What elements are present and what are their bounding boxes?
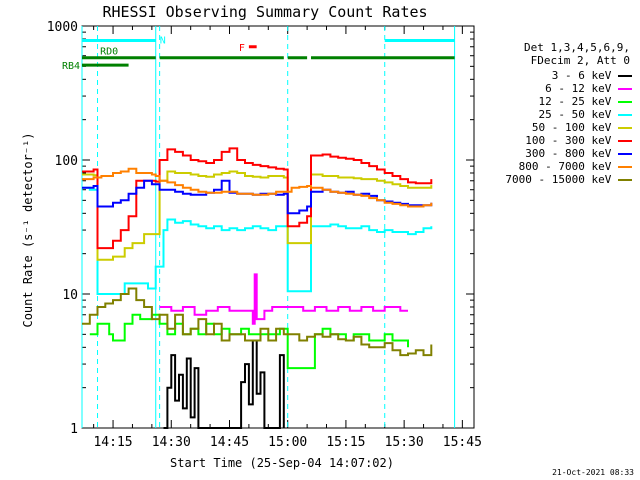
x-axis-label: Start Time (25-Sep-04 14:07:02) — [170, 456, 394, 470]
timestamp: 21-Oct-2021 08:33 — [552, 468, 634, 477]
series-line-4 — [82, 170, 433, 261]
x-tick-label: 14:15 — [93, 435, 132, 450]
legend-label: 12 - 25 keV — [538, 95, 618, 108]
legend-label: 50 - 100 keV — [531, 121, 618, 134]
legend-label: 25 - 50 keV — [538, 108, 618, 121]
legend-entry: 12 - 25 keV — [539, 96, 632, 108]
legend-swatch — [618, 153, 632, 155]
legend-label: 3 - 6 keV — [551, 69, 618, 82]
x-tick-label: 15:00 — [268, 435, 307, 450]
x-tick-label: 15:15 — [326, 435, 365, 450]
legend-entry: 7000 - 15000 keV — [505, 174, 632, 186]
tick-labels: 1 10 100 1000 14:15 14:30 14:45 15:00 15:15 15:30… — [47, 20, 482, 450]
legend-swatch — [618, 88, 632, 90]
series-line-1 — [159, 273, 408, 325]
legend-swatch — [618, 114, 632, 116]
series-group — [82, 147, 433, 429]
legend-entry: 50 - 100 keV — [532, 122, 632, 134]
y-tick-label: 10 — [62, 288, 78, 303]
flags-group: N F RD0 RB4 — [62, 35, 455, 72]
x-tick-label: 15:30 — [385, 435, 424, 450]
flag-label-f: F — [239, 43, 245, 54]
legend-swatch — [618, 101, 632, 103]
flag-label-n: N — [160, 35, 166, 46]
legend-title-line-1: Det 1,3,4,5,6,9, — [524, 41, 630, 54]
legend-swatch — [618, 75, 632, 77]
legend-entry: 300 - 800 keV — [525, 148, 632, 160]
y-tick-label: 1000 — [47, 20, 78, 35]
x-tick-label: 15:45 — [443, 435, 482, 450]
legend-title-line-2: FDecim 2, Att 0 — [530, 54, 630, 67]
legend-swatch — [618, 179, 632, 181]
flag-label-rb4: RB4 — [62, 61, 80, 72]
legend-entry: 800 - 7000 keV — [519, 161, 632, 173]
flag-label-rd0: RD0 — [100, 47, 118, 58]
legend-entry: 100 - 300 keV — [525, 135, 632, 147]
legend-label: 7000 - 15000 keV — [505, 173, 618, 186]
series-line-5 — [82, 147, 433, 250]
legend-entry: 3 - 6 keV — [552, 70, 632, 82]
legend-entry: 25 - 50 keV — [539, 109, 632, 121]
y-tick-label: 100 — [55, 154, 78, 169]
legend-swatch — [618, 140, 632, 142]
legend-swatch — [618, 166, 632, 168]
series-line-7 — [82, 167, 433, 208]
legend-label: 300 - 800 keV — [525, 147, 618, 160]
chart-title: RHESSI Observing Summary Count Rates — [102, 3, 427, 21]
y-tick-label: 1 — [70, 422, 78, 437]
series-line-8 — [82, 287, 433, 357]
legend-entry: 6 - 12 keV — [545, 83, 632, 95]
series-line-0 — [163, 339, 285, 429]
y-axis-label: Count Rate (s⁻¹ detector⁻¹) — [21, 132, 35, 327]
boundary-lines — [81, 26, 456, 428]
x-tick-label: 14:30 — [152, 435, 191, 450]
legend-label: 800 - 7000 keV — [518, 160, 618, 173]
legend-label: 100 - 300 keV — [525, 134, 618, 147]
series-line-3 — [82, 186, 433, 295]
x-tick-label: 14:45 — [210, 435, 249, 450]
legend-label: 6 - 12 keV — [545, 82, 618, 95]
series-line-6 — [82, 179, 433, 215]
legend-swatch — [618, 127, 632, 129]
